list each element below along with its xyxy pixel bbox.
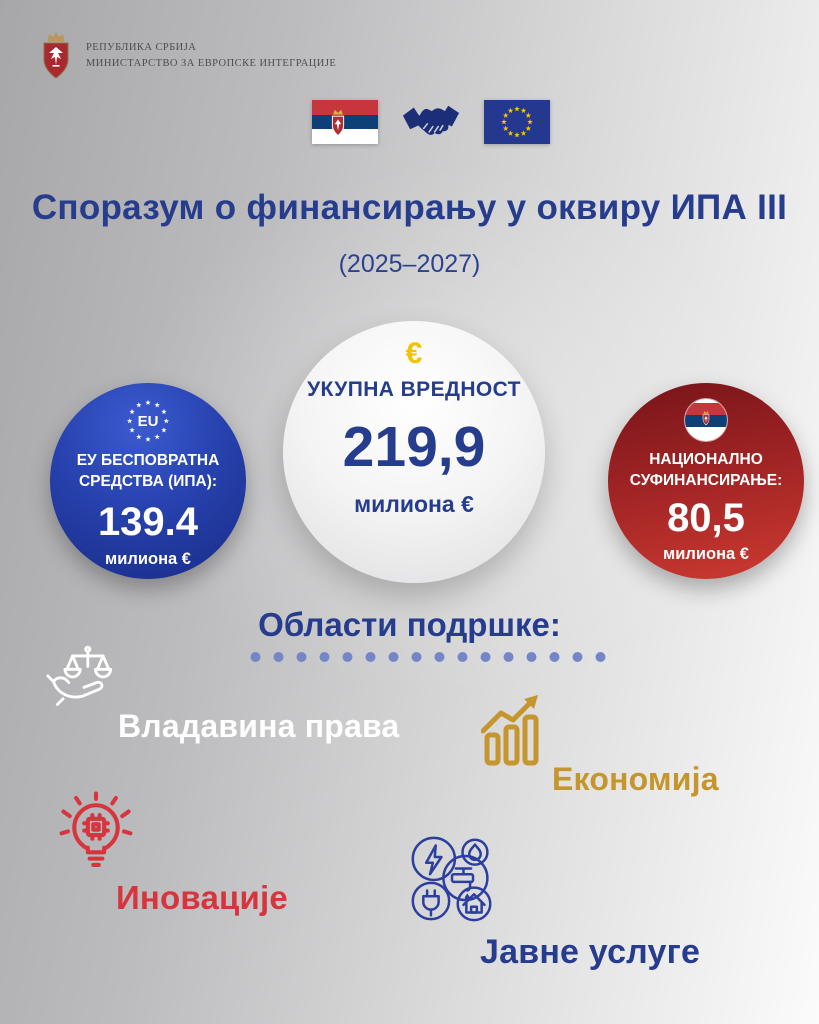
serbia-coat-of-arms-icon [43, 32, 69, 79]
growth-chart-icon [480, 693, 545, 774]
eu-grant-unit: милиона € [105, 549, 191, 568]
euro-sign-icon: € [405, 337, 423, 370]
lightbulb-chip-icon [58, 790, 134, 887]
national-cofinancing-unit: милиона € [663, 544, 749, 563]
eu-stars-emblem-icon: EU [120, 393, 176, 449]
eu-grant-circle: EU ЕУ БЕСПОВРАТНА СРЕДСТВА (ИПА): 139.4 … [50, 383, 246, 579]
dotted-divider [250, 652, 605, 662]
serbia-flag-crest-icon [331, 109, 345, 137]
eu-emblem-text: EU [137, 412, 159, 430]
area-label-public-services: Јавне услуге [480, 933, 701, 971]
total-value-amount: 219,9 [342, 415, 486, 479]
area-label-innovation: Иновације [116, 879, 288, 916]
area-label-economy: Економија [552, 761, 719, 797]
serbia-flag-icon [312, 100, 378, 144]
total-value-label: УКУПНА ВРЕДНОСТ [307, 378, 521, 401]
national-cofinancing-circle: НАЦИОНАЛНО СУФИНАНСИРАЊЕ: 80,5 милиона € [608, 383, 804, 579]
national-cofinancing-label: НАЦИОНАЛНО СУФИНАНСИРАЊЕ: [629, 451, 783, 489]
flags-row [312, 100, 550, 144]
ministry-line2: МИНИСТАРСТВО ЗА ЕВРОПСКЕ ИНТЕГРАЦИЈЕ [86, 58, 337, 69]
page-subtitle: (2025–2027) [338, 250, 481, 278]
eu-grant-label: ЕУ БЕСПОВРАТНА СРЕДСТВА (ИПА): [76, 452, 220, 490]
ministry-header: РЕПУБЛИКА СРБИЈА МИНИСТАРСТВО ЗА ЕВРОПСК… [36, 30, 336, 82]
support-areas-heading: Области подршке: [258, 606, 561, 643]
page-title: Споразум о финансирању у оквиру ИПА III [31, 188, 788, 227]
utilities-cluster-icon [408, 834, 496, 929]
total-value-unit: милиона € [354, 491, 474, 517]
scales-hand-icon [44, 642, 124, 713]
eu-flag-icon [484, 100, 550, 144]
eu-grant-amount: 139.4 [97, 499, 199, 544]
national-cofinancing-amount: 80,5 [667, 495, 745, 540]
handshake-icon [402, 105, 460, 135]
ministry-line1: РЕПУБЛИКА СРБИЈА [86, 41, 197, 53]
area-label-rule-of-law: Владавина права [118, 708, 400, 744]
total-value-circle: € УКУПНА ВРЕДНОСТ 219,9 милиона € [283, 321, 545, 583]
serbia-flag-roundel-icon [685, 399, 727, 441]
